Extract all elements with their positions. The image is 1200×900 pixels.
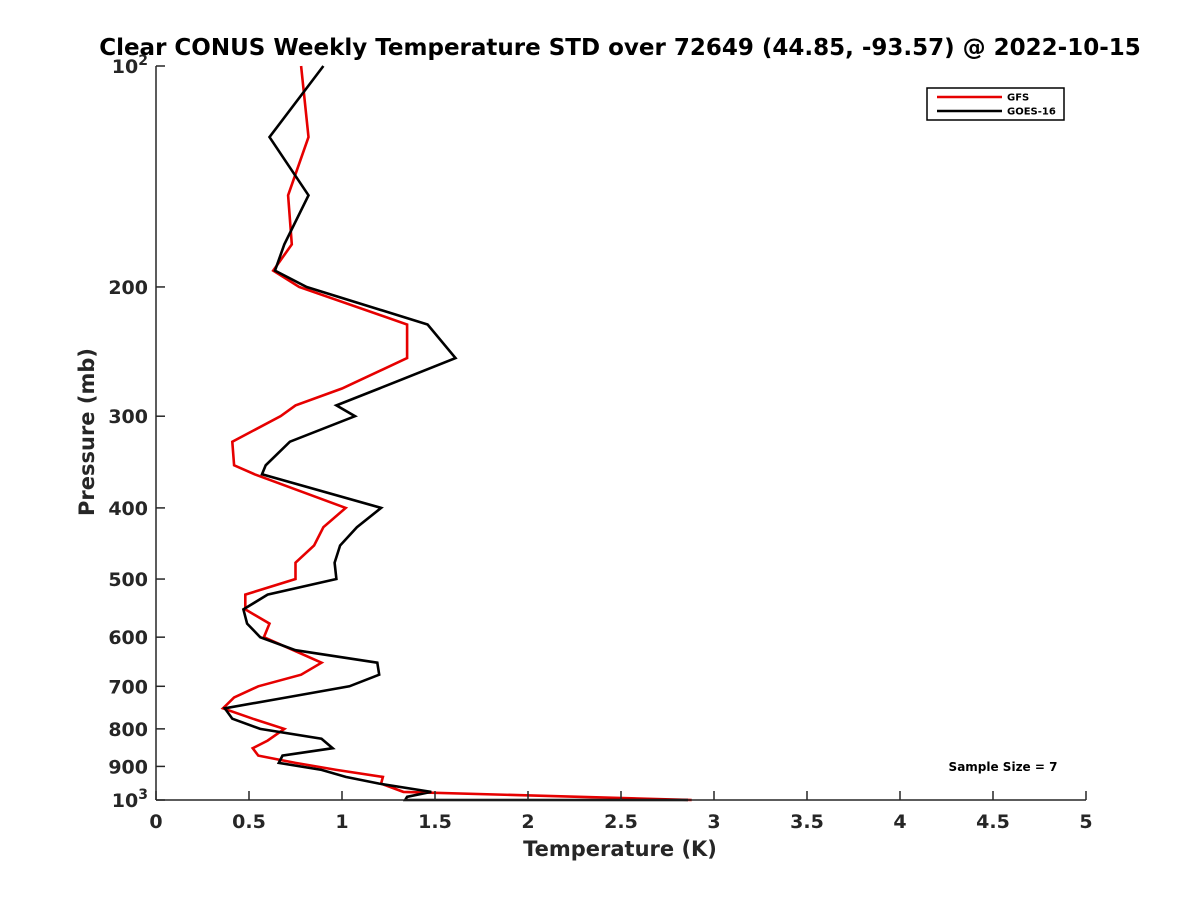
x-tick-label: 1.5 — [418, 811, 452, 833]
chart-title: Clear CONUS Weekly Temperature STD over … — [99, 35, 1141, 61]
y-tick-label: 600 — [108, 627, 148, 649]
y-tick-label: 900 — [108, 756, 148, 778]
x-tick-label: 3.5 — [790, 811, 824, 833]
y-tick-label: 800 — [108, 719, 148, 741]
y-tick-label: 103 — [112, 787, 148, 812]
legend-label: GOES-16 — [1007, 107, 1056, 118]
legend-box — [926, 87, 1065, 121]
y-tick-label: 200 — [108, 277, 148, 299]
x-tick-label: 3 — [707, 811, 720, 833]
series-line-goes-16 — [222, 65, 688, 802]
legend-label: GFS — [1007, 93, 1029, 104]
sample-size-annotation: Sample Size = 7 — [949, 760, 1058, 774]
x-tick-label: 5 — [1079, 811, 1092, 833]
series-line-gfs — [220, 65, 692, 802]
plot-area: 0 0.5 1 1.5 2 2.5 3 3.5 4 4.5 5 102 200 300 400 500 600 7… — [108, 53, 1092, 833]
x-tick-label: 4 — [893, 811, 906, 833]
x-tick-label: 0 — [149, 811, 162, 833]
x-tick-label: 2 — [521, 811, 534, 833]
legend: GFS GOES-16 — [926, 87, 1065, 121]
y-tick-label: 700 — [108, 676, 148, 698]
x-tick-label: 1 — [335, 811, 348, 833]
x-tick-label: 0.5 — [232, 811, 266, 833]
x-axis-label: Temperature (K) — [523, 837, 717, 861]
x-tick-label: 2.5 — [604, 811, 638, 833]
y-tick-label: 300 — [108, 406, 148, 428]
x-tick-label: 4.5 — [976, 811, 1010, 833]
y-axis-label: Pressure (mb) — [75, 348, 99, 516]
y-tick-label: 500 — [108, 569, 148, 591]
y-tick-label: 102 — [112, 53, 148, 78]
y-tick-label: 400 — [108, 498, 148, 520]
